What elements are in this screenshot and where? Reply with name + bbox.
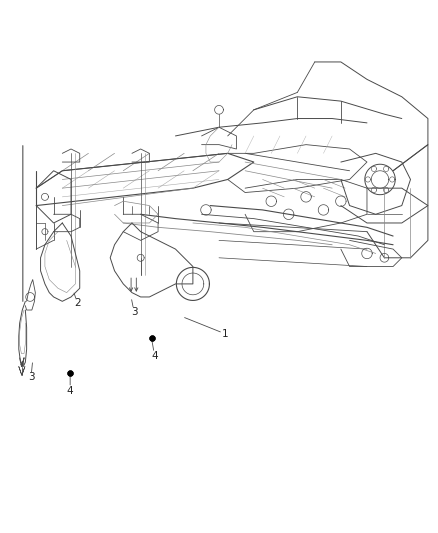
Text: 3: 3: [131, 307, 138, 317]
Text: 4: 4: [67, 385, 74, 395]
Text: 2: 2: [74, 298, 81, 309]
Text: 1: 1: [222, 329, 229, 339]
Text: 3: 3: [28, 373, 34, 383]
Text: 4: 4: [151, 351, 158, 361]
